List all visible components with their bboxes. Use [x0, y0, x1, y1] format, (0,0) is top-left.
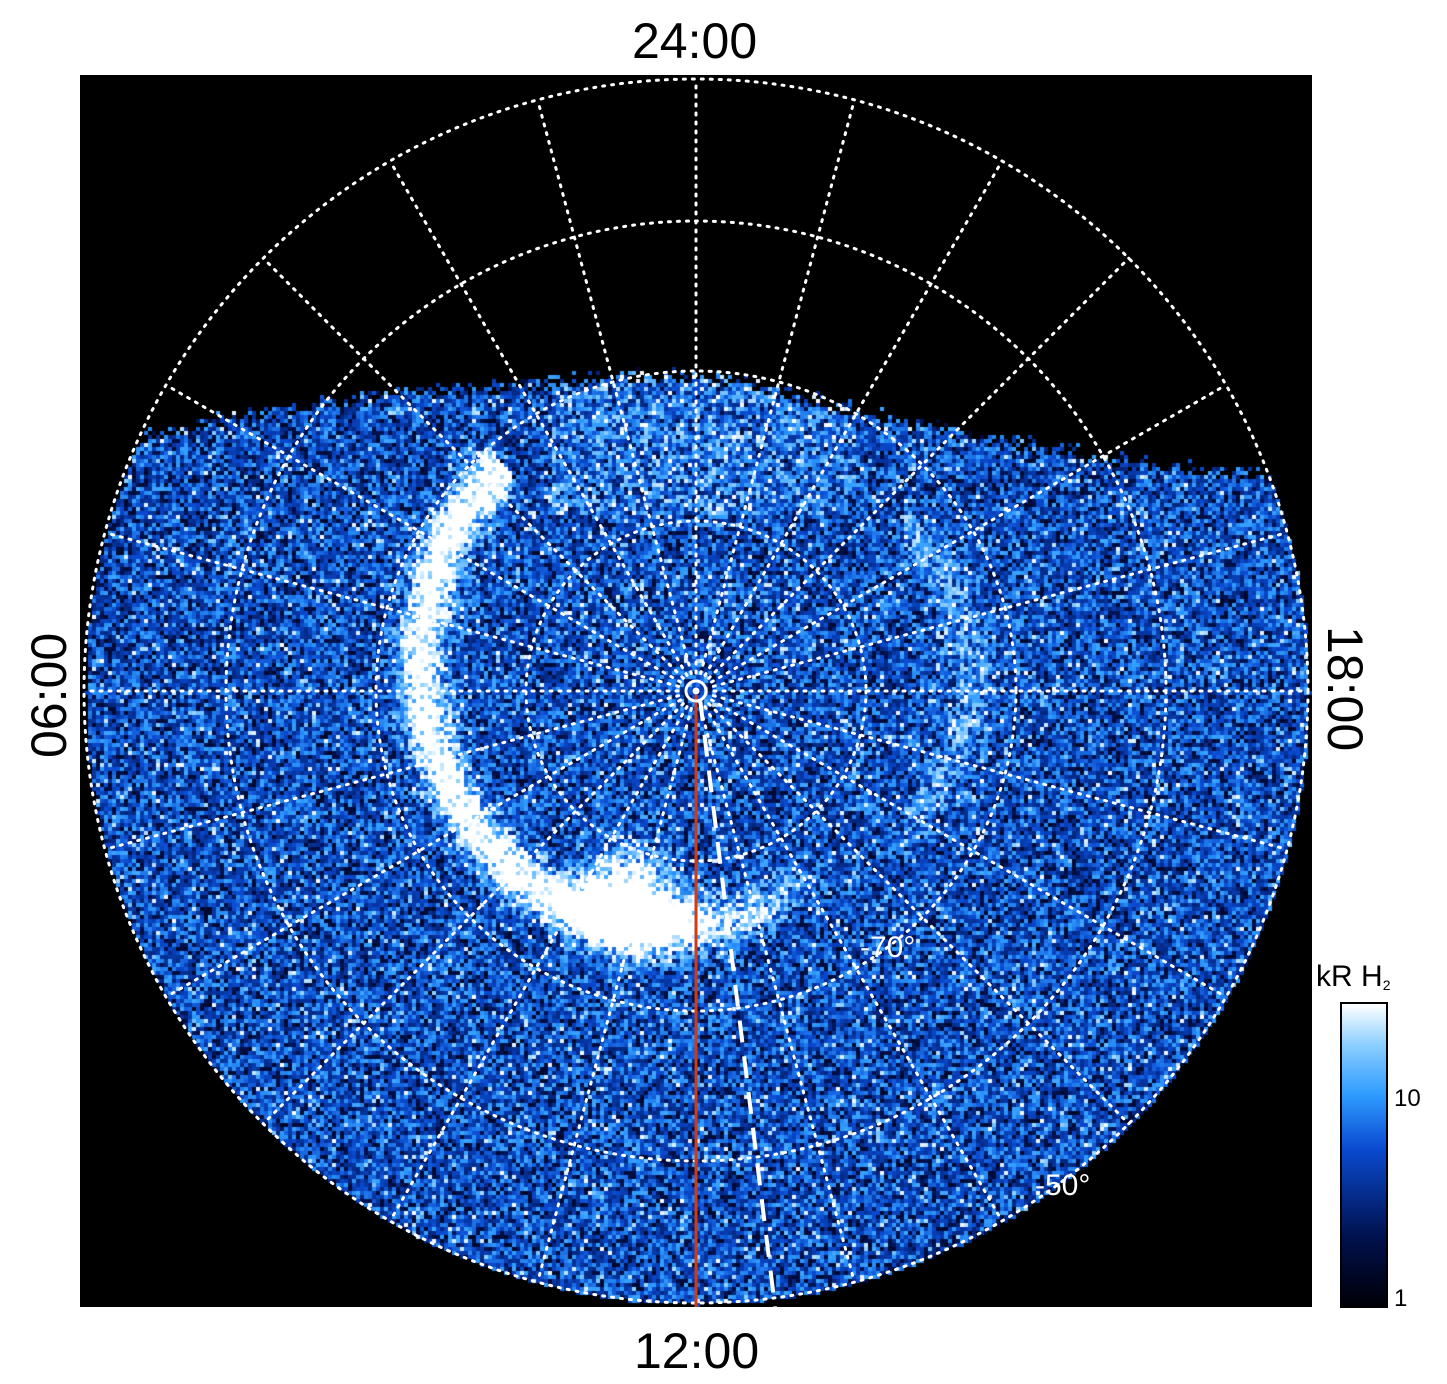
meridian-line: [103, 531, 681, 688]
meridian-line: [103, 694, 681, 851]
latitude-ring: [82, 77, 1310, 1305]
local-time-12-label: 12:00: [634, 1323, 760, 1379]
meridian-line: [536, 706, 693, 1284]
latitude-longitude-grid: -70° -50°: [82, 77, 1310, 1307]
colorbar-tick-1: 1: [1394, 1285, 1408, 1312]
meridian-line: [388, 705, 689, 1223]
polar-projection-map: -70° -50°: [80, 75, 1312, 1307]
colorbar-tick-10: 10: [1394, 1085, 1421, 1112]
pole-marker-dot: [692, 687, 700, 695]
meridian-line: [710, 698, 1228, 999]
meridian-line: [703, 159, 1004, 677]
meridian-line: [388, 159, 689, 677]
latitude-label-inner: -70°: [860, 931, 915, 964]
latitude-label-outer: -50°: [1035, 1169, 1090, 1202]
meridian-line: [536, 98, 693, 676]
meridian-line: [164, 383, 682, 684]
colorbar-species-subscript: 2: [1382, 977, 1391, 993]
colorbar-unit: kR: [1316, 960, 1353, 993]
meridian-line: [699, 98, 856, 676]
local-time-18-label: 18:00: [1317, 626, 1373, 752]
meridian-line: [164, 698, 682, 999]
meridian-line: [711, 694, 1289, 851]
pole-marker-icon: [684, 679, 708, 703]
latitude-ring: [374, 369, 1018, 1013]
colorbar: [1340, 1002, 1388, 1308]
meridian-line: [707, 256, 1131, 680]
local-time-24-label: 24:00: [632, 13, 758, 69]
meridian-line: [707, 702, 1131, 1126]
meridian-line: [261, 702, 685, 1126]
meridian-line: [711, 531, 1289, 688]
meridian-line: [710, 383, 1228, 684]
local-time-06-label: 06:00: [21, 632, 77, 758]
colorbar-species: H: [1361, 960, 1383, 993]
meridian-line: [261, 256, 685, 680]
meridian-line: [703, 705, 1004, 1223]
colorbar-title: kR H2: [1316, 960, 1390, 994]
dashed-reference-line: [698, 698, 777, 1307]
meridian-line: [699, 706, 856, 1284]
